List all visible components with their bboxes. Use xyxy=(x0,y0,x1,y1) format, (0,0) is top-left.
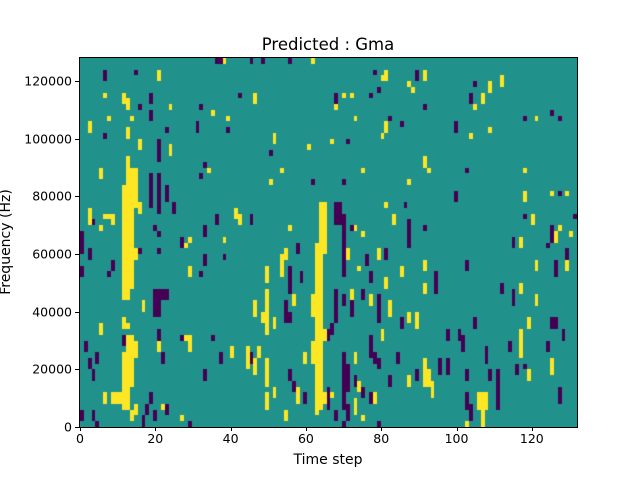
y-tick-label: 40000 xyxy=(32,304,72,320)
x-tick-mark xyxy=(531,427,533,431)
x-tick-mark xyxy=(381,427,383,431)
x-tick-label: 100 xyxy=(444,431,469,446)
x-tick-mark xyxy=(80,427,81,431)
chart-title: Predicted : Gma xyxy=(261,35,395,54)
x-tick-label: 0 xyxy=(76,431,84,446)
x-tick-label: 80 xyxy=(373,431,390,446)
y-tick-mark xyxy=(75,369,79,371)
y-tick-mark xyxy=(75,311,79,313)
y-tick-label: 60000 xyxy=(32,246,72,262)
y-tick-label: 120000 xyxy=(24,73,72,89)
y-tick-label: 0 xyxy=(64,419,72,435)
x-tick-mark xyxy=(305,427,307,431)
plot-area xyxy=(79,57,578,428)
y-axis-label: Frequency (Hz) xyxy=(0,189,14,295)
x-axis-label: Time step xyxy=(293,452,363,468)
heatmap-canvas xyxy=(80,58,577,427)
y-tick-label: 20000 xyxy=(32,361,72,377)
y-tick-mark xyxy=(75,427,79,428)
x-tick-mark xyxy=(155,427,157,431)
y-tick-mark xyxy=(75,254,79,256)
y-tick-mark xyxy=(75,81,79,83)
x-tick-label: 60 xyxy=(297,431,314,446)
y-tick-mark xyxy=(75,138,79,140)
y-tick-label: 80000 xyxy=(32,188,72,204)
x-tick-label: 20 xyxy=(147,431,164,446)
y-tick-label: 100000 xyxy=(24,131,72,147)
x-tick-mark xyxy=(456,427,458,431)
x-tick-mark xyxy=(230,427,232,431)
y-tick-mark xyxy=(75,196,79,198)
x-tick-label: 120 xyxy=(519,431,544,446)
x-tick-label: 40 xyxy=(222,431,239,446)
